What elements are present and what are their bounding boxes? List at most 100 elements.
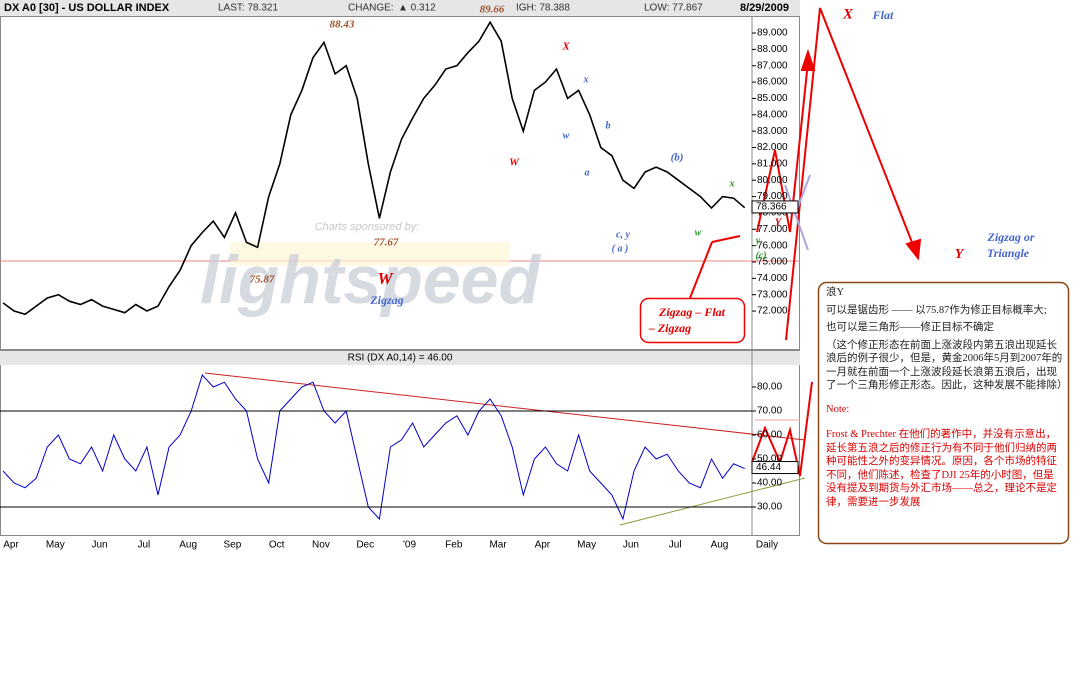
annotation: w — [695, 227, 702, 238]
y-tick-label: 75.000 — [757, 257, 788, 268]
y-tick-label: 50.00 — [757, 454, 782, 465]
annotation: a — [585, 167, 590, 178]
arrowhead — [905, 238, 922, 261]
price-panel — [0, 16, 800, 350]
annotation: Y — [775, 217, 783, 229]
wave-arrows — [689, 7, 922, 341]
x-tick-label: Feb — [445, 540, 463, 551]
header-last: LAST: 78.321 — [218, 3, 278, 14]
watermark-text: Charts sponsored by: — [315, 221, 420, 233]
annotation: Y — [955, 247, 965, 262]
header-date: 8/29/2009 — [740, 2, 789, 14]
x-tick-label: Sep — [224, 540, 242, 551]
annotation: 89.66 — [480, 4, 505, 16]
y-tick-label: 79.000 — [757, 191, 788, 202]
annotation: Zigzag – Flat — [658, 305, 726, 319]
annotation: 77.67 — [374, 237, 399, 249]
y-tick-label: 77.000 — [757, 224, 788, 235]
rsi-header — [0, 351, 800, 365]
note-label: Note: — [826, 403, 850, 415]
x-tick-label: '09 — [403, 540, 416, 551]
x-tick-label: May — [577, 540, 596, 551]
y-tick-label: 80.00 — [757, 382, 782, 393]
current-value-label: 46.44 — [756, 462, 781, 473]
zigzag-box — [639, 297, 746, 344]
annotation: X — [842, 6, 854, 22]
y-tick-label: 70.00 — [757, 406, 782, 417]
annotation: x — [583, 74, 589, 85]
x-tick-label: Oct — [269, 540, 285, 551]
y-tick-label: 87.000 — [757, 60, 788, 71]
watermark-brand: lightspeed — [200, 242, 541, 318]
y-tick-label: 89.000 — [757, 28, 788, 39]
rsi-panel — [0, 350, 800, 536]
pointer-line — [711, 235, 741, 243]
annotation: ( a ) — [612, 243, 629, 254]
annotation: x — [729, 178, 735, 189]
annotation: 88.43 — [330, 19, 355, 31]
series-line — [2, 20, 746, 316]
y-tick-label: 83.000 — [757, 126, 788, 137]
note-paragraph: 也可以是三角形——修正目标不确定 — [826, 322, 994, 333]
note-paragraph: （这个修正形态在前面上涨波段内第五浪出现延长浪后的例子很少，但是，黄金2006年… — [826, 339, 1068, 392]
arrowhead — [800, 48, 816, 71]
annotation: y — [755, 235, 761, 246]
annotation: 75.87 — [250, 274, 275, 286]
y-tick-label: 40.00 — [757, 478, 782, 489]
x-tick-label: Jun — [623, 540, 639, 551]
pointer-line — [689, 241, 713, 299]
y-tick-label: 81.000 — [757, 159, 788, 170]
series-line — [2, 374, 745, 521]
note-paragraph: 可以是锯齿形 —— 以75.87作为修正目标概率大; — [826, 304, 1047, 316]
header-change: ▲ 0.312 — [398, 3, 436, 14]
current-value-box — [751, 461, 799, 475]
note-paragraph: Frost & Prechter 在他们的著作中，并没有示意出，延长第五浪之后的… — [826, 429, 1057, 508]
note-text: 浪Y 可以是锯齿形 —— 以75.87作为修正目标概率大; 也可以是三角形——修… — [826, 286, 1068, 513]
annotation: b — [606, 120, 611, 131]
current-value-label: 78.366 — [756, 202, 787, 213]
header-high: IGH: 78.388 — [516, 3, 570, 14]
rsi-title: RSI (DX A0,14) = 46.00 — [348, 353, 453, 364]
annotation: Flat — [872, 8, 894, 22]
annotation: Triangle — [987, 246, 1030, 260]
x-tick-label: Dec — [356, 540, 374, 551]
y-tick-label: 85.000 — [757, 93, 788, 104]
x-tick-label: Jul — [669, 540, 682, 551]
x-tick-label: Mar — [489, 540, 507, 551]
y-tick-label: 86.000 — [757, 77, 788, 88]
x-tick-label: Jun — [91, 540, 107, 551]
rsi-trendline — [204, 372, 806, 441]
y-tick-label: 73.000 — [757, 289, 788, 300]
annotation: w — [563, 130, 570, 141]
annotation: c, y — [616, 229, 630, 240]
header-low: LOW: 77.867 — [644, 3, 703, 14]
x-tick-label: Aug — [179, 540, 197, 551]
x-tick-label: Apr — [3, 540, 19, 551]
header-change-label: CHANGE: — [348, 3, 394, 14]
watermark-band — [230, 242, 510, 266]
y-tick-label: 88.000 — [757, 44, 788, 55]
y-tick-label: 76.000 — [757, 240, 788, 251]
y-tick-label: 74.000 — [757, 273, 788, 284]
x-tick-label: Nov — [312, 540, 330, 551]
rsi-trendline — [619, 477, 806, 526]
annotation: (c) — [755, 250, 766, 261]
x-tick-label: May — [46, 540, 65, 551]
triangle-line — [784, 184, 809, 251]
note-box — [817, 281, 1070, 545]
y-tick-label: 82.000 — [757, 142, 788, 153]
header-title: DX A0 [30] - US DOLLAR INDEX — [4, 2, 170, 14]
note-heading: 浪Y — [826, 287, 845, 298]
arrow-path — [785, 7, 916, 341]
annotation: Zigzag or — [986, 230, 1034, 244]
annotation: – Zigzag — [648, 321, 691, 335]
x-tick-label: Aug — [711, 540, 729, 551]
y-tick-label: 80.000 — [757, 175, 788, 186]
rsi-arrow — [751, 381, 813, 477]
y-tick-label: 30.00 — [757, 502, 782, 513]
annotation: (b) — [671, 152, 684, 164]
annotation: W — [509, 157, 520, 169]
y-tick-label: 60.00 — [757, 430, 782, 441]
x-period-label: Daily — [756, 540, 778, 551]
